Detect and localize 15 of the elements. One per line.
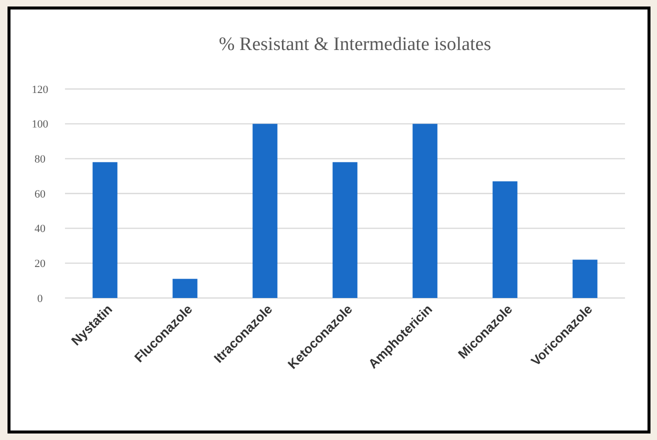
y-tick-label: 20 — [34, 258, 46, 270]
bar — [252, 124, 278, 298]
bar — [172, 278, 198, 298]
y-tick-label: 40 — [34, 223, 46, 236]
y-tick-label: 60 — [34, 188, 46, 200]
bar — [412, 124, 438, 298]
y-tick-label: 100 — [32, 118, 49, 131]
y-tick-label: 80 — [34, 154, 46, 166]
chart-title: % Resistant & Intermediate isolates — [218, 34, 492, 55]
bar — [332, 162, 358, 298]
y-tick-label: 0 — [37, 292, 44, 305]
bar — [92, 162, 118, 298]
bar — [492, 181, 518, 298]
y-tick-label: 120 — [32, 84, 49, 96]
bar — [572, 260, 598, 298]
